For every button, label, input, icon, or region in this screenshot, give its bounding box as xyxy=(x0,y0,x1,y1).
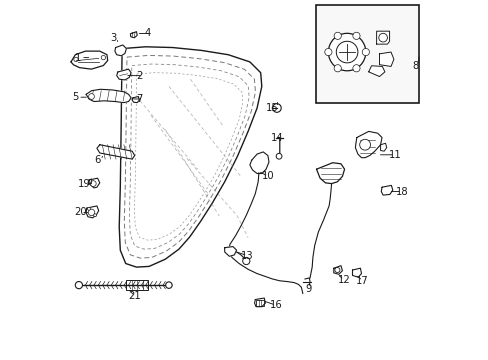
Bar xyxy=(126,280,148,290)
Text: 9: 9 xyxy=(305,284,311,294)
Polygon shape xyxy=(117,69,131,80)
Circle shape xyxy=(90,181,96,186)
Circle shape xyxy=(88,94,94,99)
Polygon shape xyxy=(86,89,131,103)
Circle shape xyxy=(242,257,249,265)
Polygon shape xyxy=(97,145,134,159)
Circle shape xyxy=(101,55,105,60)
Text: 10: 10 xyxy=(261,171,274,181)
Polygon shape xyxy=(379,52,393,67)
Polygon shape xyxy=(352,268,361,277)
Circle shape xyxy=(334,267,339,273)
Circle shape xyxy=(333,32,341,40)
Text: 11: 11 xyxy=(387,150,401,160)
Circle shape xyxy=(276,153,282,159)
Polygon shape xyxy=(86,206,99,218)
Text: 4: 4 xyxy=(144,28,150,39)
Text: 7: 7 xyxy=(136,94,142,104)
Circle shape xyxy=(272,104,281,112)
Polygon shape xyxy=(115,45,126,56)
Polygon shape xyxy=(249,152,268,174)
Text: 16: 16 xyxy=(269,300,282,310)
Text: 15: 15 xyxy=(265,103,278,113)
Polygon shape xyxy=(119,47,261,267)
Bar xyxy=(256,300,263,306)
Circle shape xyxy=(74,57,78,62)
Text: 6: 6 xyxy=(94,155,100,165)
Text: 2: 2 xyxy=(136,71,142,81)
Polygon shape xyxy=(130,32,137,38)
Polygon shape xyxy=(376,31,389,44)
Circle shape xyxy=(336,41,357,63)
Polygon shape xyxy=(254,298,265,307)
Polygon shape xyxy=(333,266,342,274)
Bar xyxy=(316,5,418,103)
Circle shape xyxy=(328,33,365,71)
Text: 17: 17 xyxy=(355,276,368,286)
Polygon shape xyxy=(380,143,386,151)
Circle shape xyxy=(165,282,172,288)
Polygon shape xyxy=(224,247,236,256)
Circle shape xyxy=(75,282,82,289)
Circle shape xyxy=(352,32,359,40)
Text: 5: 5 xyxy=(72,92,78,102)
Polygon shape xyxy=(316,163,344,184)
Circle shape xyxy=(94,214,96,217)
Circle shape xyxy=(324,49,331,56)
Circle shape xyxy=(87,207,90,210)
Text: 18: 18 xyxy=(395,186,407,197)
Text: 8: 8 xyxy=(411,60,418,71)
Circle shape xyxy=(333,65,341,72)
Polygon shape xyxy=(355,131,381,158)
Text: 19: 19 xyxy=(78,179,91,189)
Circle shape xyxy=(359,139,370,150)
Polygon shape xyxy=(132,96,139,103)
Text: 1: 1 xyxy=(75,53,81,63)
Polygon shape xyxy=(89,178,100,188)
Polygon shape xyxy=(89,179,91,184)
Text: 12: 12 xyxy=(337,275,349,285)
Polygon shape xyxy=(368,66,384,77)
Circle shape xyxy=(88,209,95,216)
Polygon shape xyxy=(71,51,107,69)
Circle shape xyxy=(362,49,368,56)
Text: 14: 14 xyxy=(270,132,283,143)
Circle shape xyxy=(352,65,359,72)
Circle shape xyxy=(378,33,386,42)
Text: 3: 3 xyxy=(110,33,117,43)
Polygon shape xyxy=(381,185,392,195)
Text: 13: 13 xyxy=(241,251,253,261)
Text: 21: 21 xyxy=(128,291,141,301)
Text: 20: 20 xyxy=(75,207,87,217)
